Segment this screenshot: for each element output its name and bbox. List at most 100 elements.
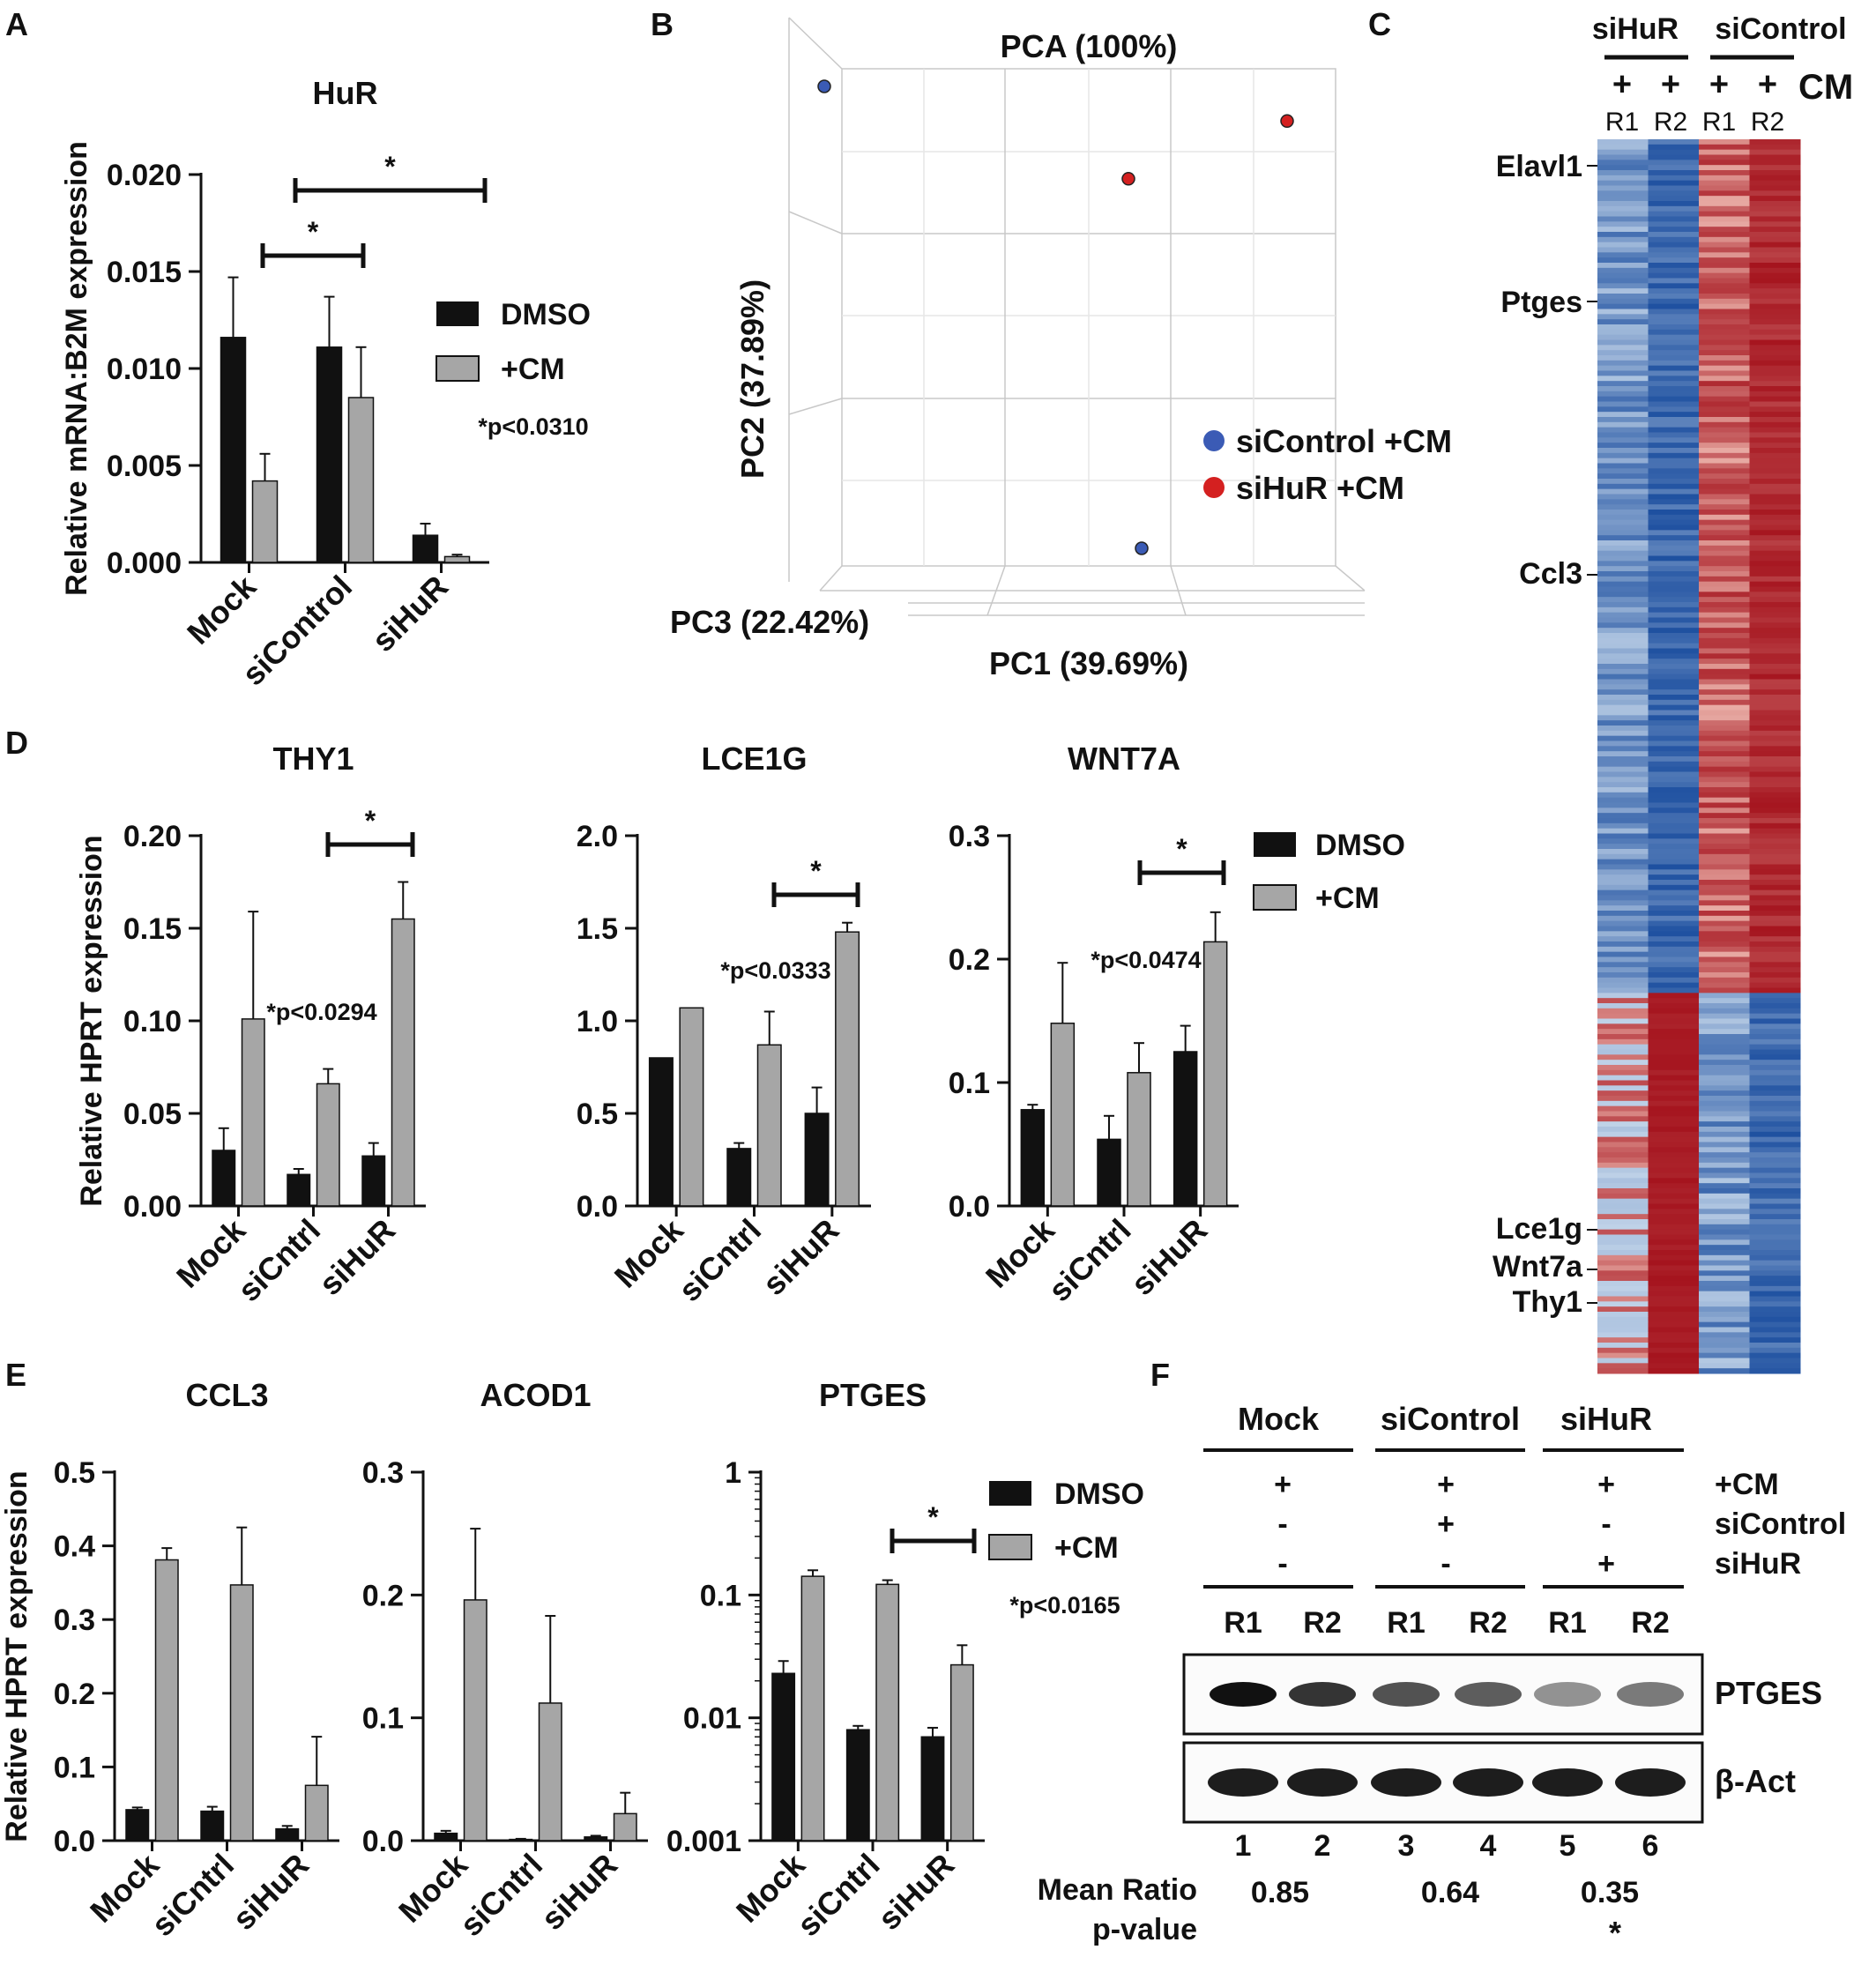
heatmap-cell [1597, 853, 1649, 860]
heatmap-cell [1597, 227, 1649, 233]
heatmap-cell [1648, 443, 1700, 449]
heatmap-cell [1699, 972, 1750, 979]
heatmap-cell [1648, 406, 1700, 413]
heatmap-cell [1749, 1085, 1801, 1091]
bar-dmso-mock [220, 337, 247, 563]
pvalue-label: *p<0.0165 [1009, 1592, 1120, 1619]
heatmap-cell [1648, 777, 1700, 783]
heatmap-cell [1699, 668, 1750, 675]
y-tick-label: 0.015 [107, 256, 182, 289]
heatmap-cell [1699, 967, 1750, 973]
heatmap-cell [1699, 1214, 1750, 1220]
heatmap-cell [1749, 257, 1801, 264]
heatmap-cell [1648, 1018, 1700, 1024]
heatmap-cell [1597, 1038, 1649, 1046]
heatmap-cell [1749, 365, 1801, 371]
heatmap-cell [1597, 606, 1649, 614]
heatmap-cell [1597, 1281, 1649, 1287]
heatmap-cell [1699, 1343, 1750, 1349]
heatmap-cell [1749, 807, 1801, 814]
heatmap-cell [1597, 571, 1649, 577]
heatmap-cell [1648, 1131, 1700, 1138]
pca-title: PCA (100%) [1001, 28, 1178, 64]
heatmap-cell [1749, 165, 1801, 171]
heatmap-cell [1597, 1219, 1649, 1225]
heatmap-cell [1749, 926, 1801, 932]
heatmap-cell [1749, 1038, 1801, 1046]
heatmap-cell [1648, 329, 1700, 336]
bar-cm-mock [1050, 1023, 1076, 1207]
heatmap-cell [1648, 1023, 1700, 1030]
heatmap-cell [1597, 1296, 1649, 1302]
x-tick-label: siCntrl [145, 1847, 242, 1944]
heatmap-cell [1699, 704, 1750, 711]
blot-pvalue-label: p-value [1092, 1913, 1197, 1946]
heatmap-cell [1597, 1167, 1649, 1173]
heatmap-cell [1597, 915, 1649, 922]
heatmap-cell [1597, 365, 1649, 371]
heatmap-cell [1648, 448, 1700, 454]
heatmap-cell [1597, 849, 1649, 855]
heatmap-cell [1597, 766, 1649, 772]
heatmap-cell [1749, 730, 1801, 737]
heatmap-cell [1597, 1090, 1649, 1097]
y-tick-label: 1.0 [577, 1005, 618, 1038]
heatmap-cell [1648, 1096, 1700, 1102]
heatmap-cell [1749, 941, 1801, 948]
heatmap-cell [1749, 1034, 1801, 1040]
heatmap-cell [1597, 1157, 1649, 1164]
heatmap-cell [1597, 421, 1649, 428]
heatmap-cell [1597, 1162, 1649, 1169]
heatmap-cell [1749, 1136, 1801, 1142]
heatmap-cell [1699, 1157, 1750, 1164]
heatmap-cell [1699, 592, 1750, 598]
heatmap-cell [1749, 232, 1801, 238]
y-tick-label: 0.0 [54, 1825, 95, 1858]
legend-dot-sihur [1203, 477, 1225, 498]
heatmap-cell [1597, 1270, 1649, 1276]
heatmap-cell [1648, 1111, 1700, 1117]
heatmap-cell [1648, 874, 1700, 881]
heatmap-cell [1749, 319, 1801, 325]
heatmap-cell [1597, 1100, 1649, 1107]
y-tick-label: 0.000 [107, 547, 182, 580]
heatmap-cell [1699, 236, 1750, 243]
blot-band-bactin [1453, 1768, 1523, 1797]
heatmap-cell [1597, 1306, 1649, 1313]
heatmap-cell [1648, 838, 1700, 845]
heatmap-cell [1699, 334, 1750, 340]
heatmap-cell [1597, 1254, 1649, 1261]
y-tick-label: 0.10 [123, 1005, 182, 1038]
heatmap-cell [1749, 1250, 1801, 1256]
heatmap-cell [1597, 777, 1649, 783]
heatmap-cell [1648, 247, 1700, 253]
heatmap-cell [1749, 483, 1801, 490]
heatmap-cell [1699, 510, 1750, 516]
gene-label-ccl3: Ccl3 [1519, 557, 1582, 591]
heatmap-cell [1648, 1003, 1700, 1009]
sig-marker: * [927, 1501, 939, 1533]
heatmap-cell [1699, 1060, 1750, 1066]
heatmap-cell [1648, 1060, 1700, 1066]
heatmap-cell [1699, 504, 1750, 510]
y-tick-label: 0.5 [577, 1098, 618, 1131]
heatmap-cell [1699, 175, 1750, 182]
heatmap-cell [1648, 499, 1700, 505]
blot-ratio-sicontrol: 0.64 [1421, 1876, 1479, 1909]
heatmap-cell [1648, 746, 1700, 752]
heatmap-cell [1699, 355, 1750, 361]
bar-cm-sihur [1202, 941, 1228, 1207]
blot-lane-6: 6 [1642, 1829, 1659, 1863]
heatmap-cell [1749, 139, 1801, 145]
heatmap-cell [1699, 751, 1750, 757]
heatmap-cell [1749, 272, 1801, 279]
heatmap-cell [1699, 1209, 1750, 1215]
heatmap-cell [1597, 545, 1649, 552]
heatmap-cell [1749, 771, 1801, 778]
heatmap-cell [1597, 525, 1649, 531]
heatmap-cell [1597, 139, 1649, 145]
heatmap-cell [1648, 288, 1700, 294]
heatmap-cell [1699, 1162, 1750, 1169]
pca-ylabel: PC2 (37.89%) [734, 279, 770, 479]
heatmap-cell [1597, 643, 1649, 649]
